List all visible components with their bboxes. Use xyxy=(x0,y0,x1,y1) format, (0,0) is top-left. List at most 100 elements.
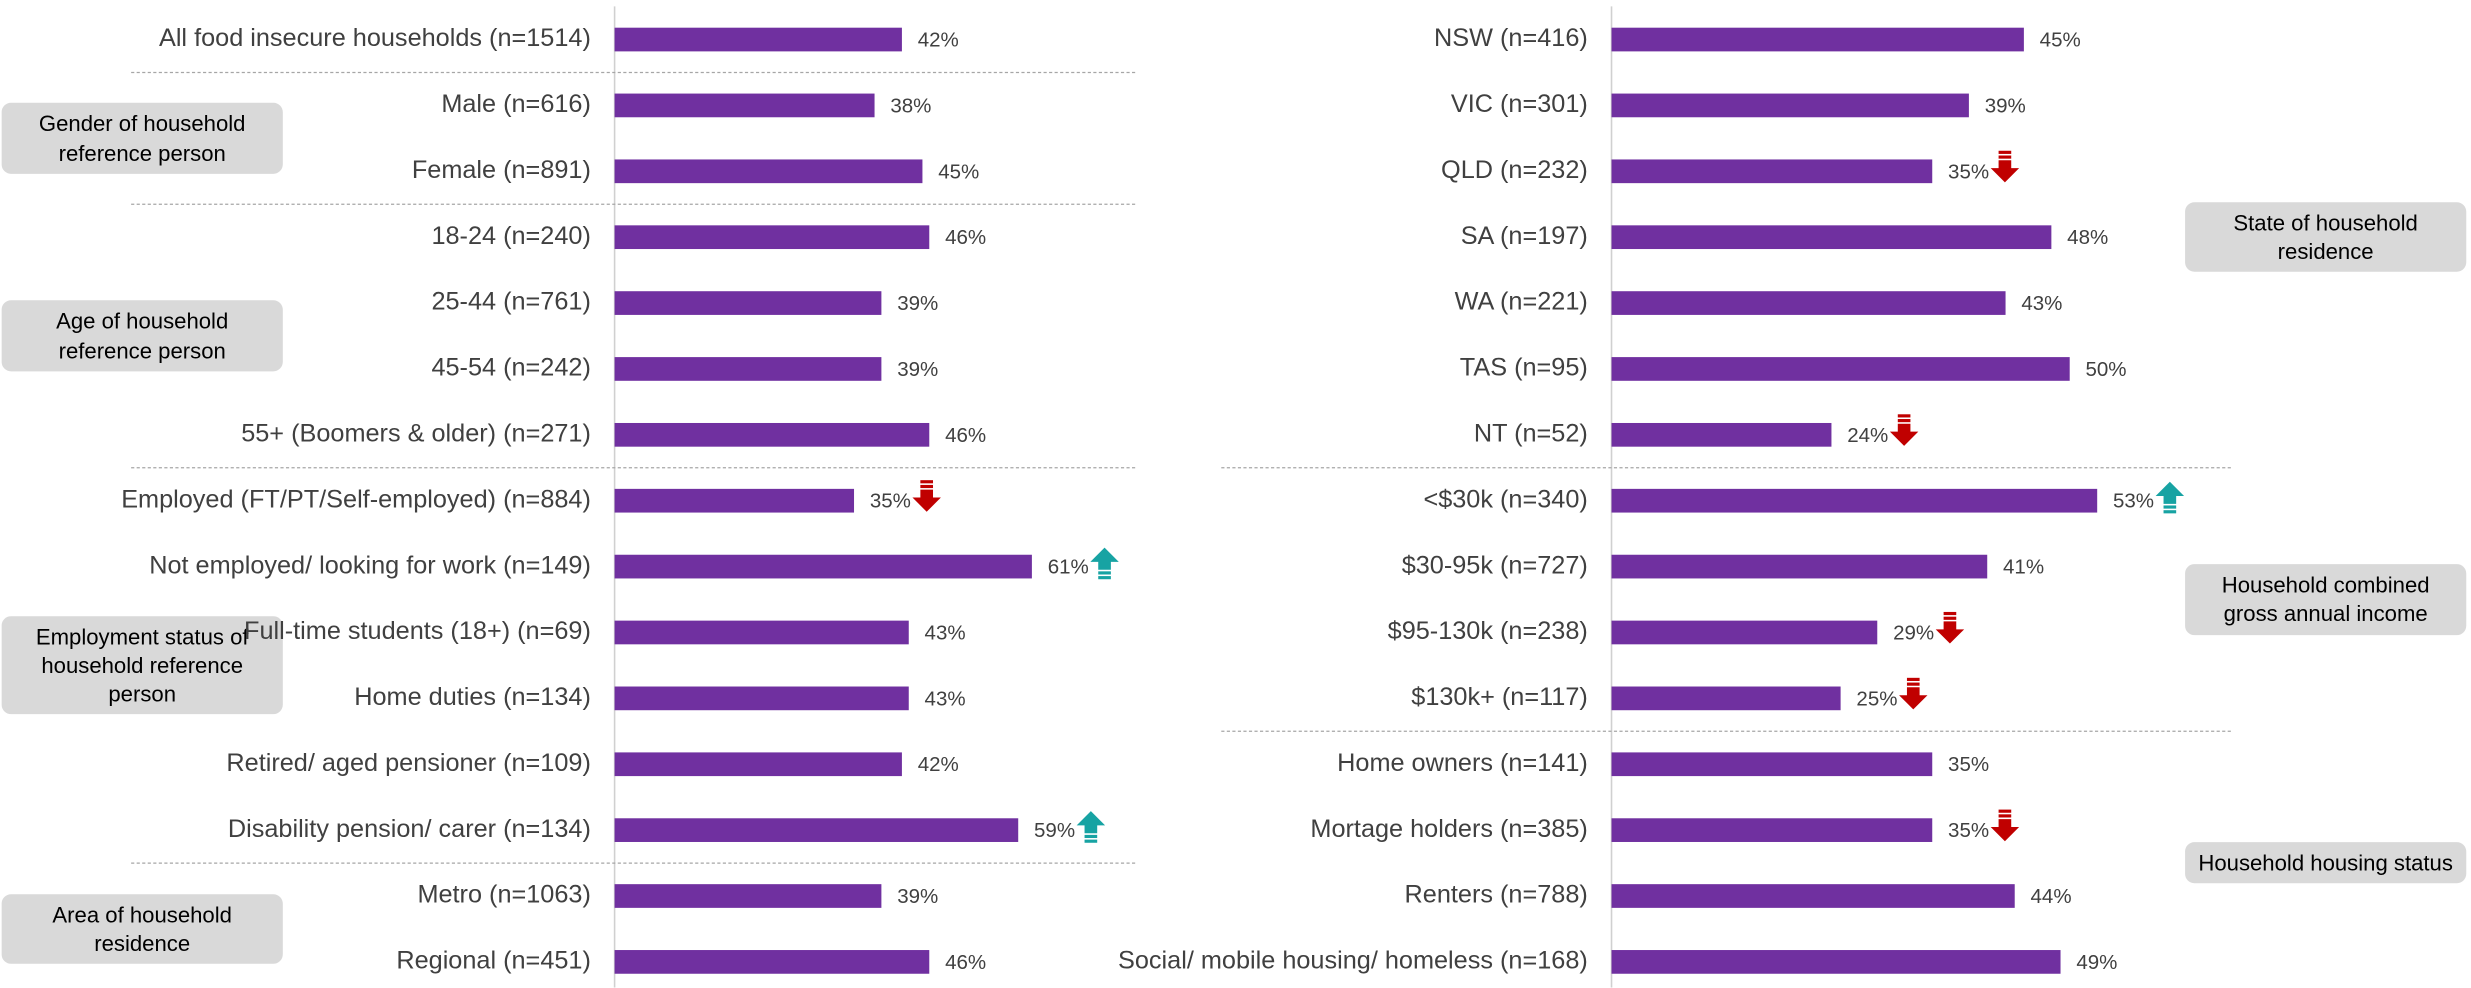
arrow-head xyxy=(1935,621,1965,644)
bar xyxy=(1611,225,2052,250)
group-label: Area of household residence xyxy=(1,893,283,964)
category-label: 55+ (Boomers & older) (n=271) xyxy=(241,420,591,448)
value-label: 44% xyxy=(2031,885,2072,908)
group-box: Employment status of household reference… xyxy=(1,615,283,715)
down-arrow xyxy=(1990,150,2020,183)
category-label: Full-time students (18+) (n=69) xyxy=(244,617,591,645)
arrow-stripe xyxy=(920,484,934,489)
category-label: $30-95k (n=727) xyxy=(1402,551,1588,579)
category-label: SA (n=197) xyxy=(1461,222,1588,250)
category-label: Employed (FT/PT/Self-employed) (n=884) xyxy=(121,485,591,513)
value-label: 42% xyxy=(918,29,959,52)
category-label: TAS (n=95) xyxy=(1460,354,1588,382)
value-label: 29% xyxy=(1893,621,1934,644)
arrow-stripe xyxy=(920,480,934,484)
arrow-stripe xyxy=(1897,414,1911,418)
arrow-head xyxy=(1889,423,1919,446)
bar xyxy=(1611,554,1988,579)
arrow-stripe xyxy=(1943,616,1957,620)
down-arrow xyxy=(1935,611,1965,644)
bar xyxy=(614,422,930,447)
value-label: 49% xyxy=(2076,951,2117,974)
value-label: 46% xyxy=(945,226,986,249)
arrow-head xyxy=(1899,687,1928,710)
category-label: Regional (n=451) xyxy=(396,947,591,975)
bar xyxy=(1611,93,1969,118)
value-label: 46% xyxy=(945,424,986,447)
bar xyxy=(614,225,930,250)
arrow-head xyxy=(912,489,941,512)
value-label: 38% xyxy=(890,94,931,117)
category-label: NT (n=52) xyxy=(1474,420,1588,448)
category-label: Disability pension/ carer (n=134) xyxy=(228,815,591,843)
bar xyxy=(614,950,930,974)
value-label: 35% xyxy=(1948,819,1989,842)
arrow-head xyxy=(1090,547,1119,570)
arrow-head xyxy=(1990,819,2020,842)
bar xyxy=(614,686,909,711)
group-label: Employment status of household reference… xyxy=(1,615,283,715)
group-box: Household housing status xyxy=(2185,842,2467,884)
arrow-stripe xyxy=(1084,834,1098,839)
bar xyxy=(1611,950,2061,974)
bar xyxy=(614,357,882,381)
down-arrow xyxy=(1889,414,1919,446)
bar xyxy=(1611,159,1933,184)
bar xyxy=(614,93,875,118)
category-label: NSW (n=416) xyxy=(1434,24,1588,52)
category-label: Home owners (n=141) xyxy=(1337,749,1588,777)
category-label: Not employed/ looking for work (n=149) xyxy=(149,551,591,579)
arrow-stripe xyxy=(1906,682,1920,686)
group-box: State of household residence xyxy=(2185,202,2467,273)
category-label: $95-130k (n=238) xyxy=(1388,617,1588,645)
bar xyxy=(1611,620,1878,645)
bar xyxy=(614,620,909,645)
bar xyxy=(1611,27,2024,52)
category-label: Female (n=891) xyxy=(412,156,591,184)
down-arrow xyxy=(1899,677,1928,710)
value-label: 53% xyxy=(2113,490,2154,513)
group-label: Household combined gross annual income xyxy=(2185,564,2467,635)
arrow-stripe xyxy=(2163,510,2177,514)
group-box: Age of household reference person xyxy=(1,300,283,372)
group-box: Gender of household reference person xyxy=(1,103,283,174)
value-label: 45% xyxy=(938,160,979,183)
arrow-stripe xyxy=(1998,814,2012,818)
category-label: WA (n=221) xyxy=(1455,288,1588,316)
bar xyxy=(614,554,1032,579)
bar xyxy=(1611,488,2098,513)
arrow-stripe xyxy=(1998,809,2012,813)
arrow-head xyxy=(1076,811,1106,834)
bar xyxy=(1611,884,2015,908)
category-label: QLD (n=232) xyxy=(1441,156,1588,184)
value-label: 39% xyxy=(897,292,938,315)
value-label: 61% xyxy=(1048,556,1089,579)
bar xyxy=(1611,818,1933,842)
down-arrow xyxy=(1990,809,2020,842)
value-label: 41% xyxy=(2003,556,2044,579)
category-label: Retired/ aged pensioner (n=109) xyxy=(226,749,591,777)
bar xyxy=(614,752,902,777)
category-label: $130k+ (n=117) xyxy=(1411,683,1588,711)
category-label: Social/ mobile housing/ homeless (n=168) xyxy=(1118,947,1588,975)
arrow-stripe xyxy=(1943,611,1957,616)
category-label: Mortage holders (n=385) xyxy=(1310,815,1587,843)
group-label: Household housing status xyxy=(2185,842,2467,884)
value-label: 35% xyxy=(1948,160,1989,183)
category-label: <$30k (n=340) xyxy=(1423,485,1587,513)
category-label: Renters (n=788) xyxy=(1405,881,1588,909)
value-label: 35% xyxy=(870,490,911,513)
bar xyxy=(1611,357,2070,381)
bar xyxy=(614,884,882,908)
value-label: 43% xyxy=(2021,292,2062,315)
value-label: 42% xyxy=(918,753,959,776)
bar xyxy=(1611,291,2006,315)
value-label: 43% xyxy=(925,687,966,710)
value-label: 39% xyxy=(897,885,938,908)
arrow-stripe xyxy=(1084,839,1098,843)
up-arrow xyxy=(1076,811,1106,843)
category-label: Metro (n=1063) xyxy=(417,881,590,909)
up-arrow xyxy=(2155,481,2185,514)
